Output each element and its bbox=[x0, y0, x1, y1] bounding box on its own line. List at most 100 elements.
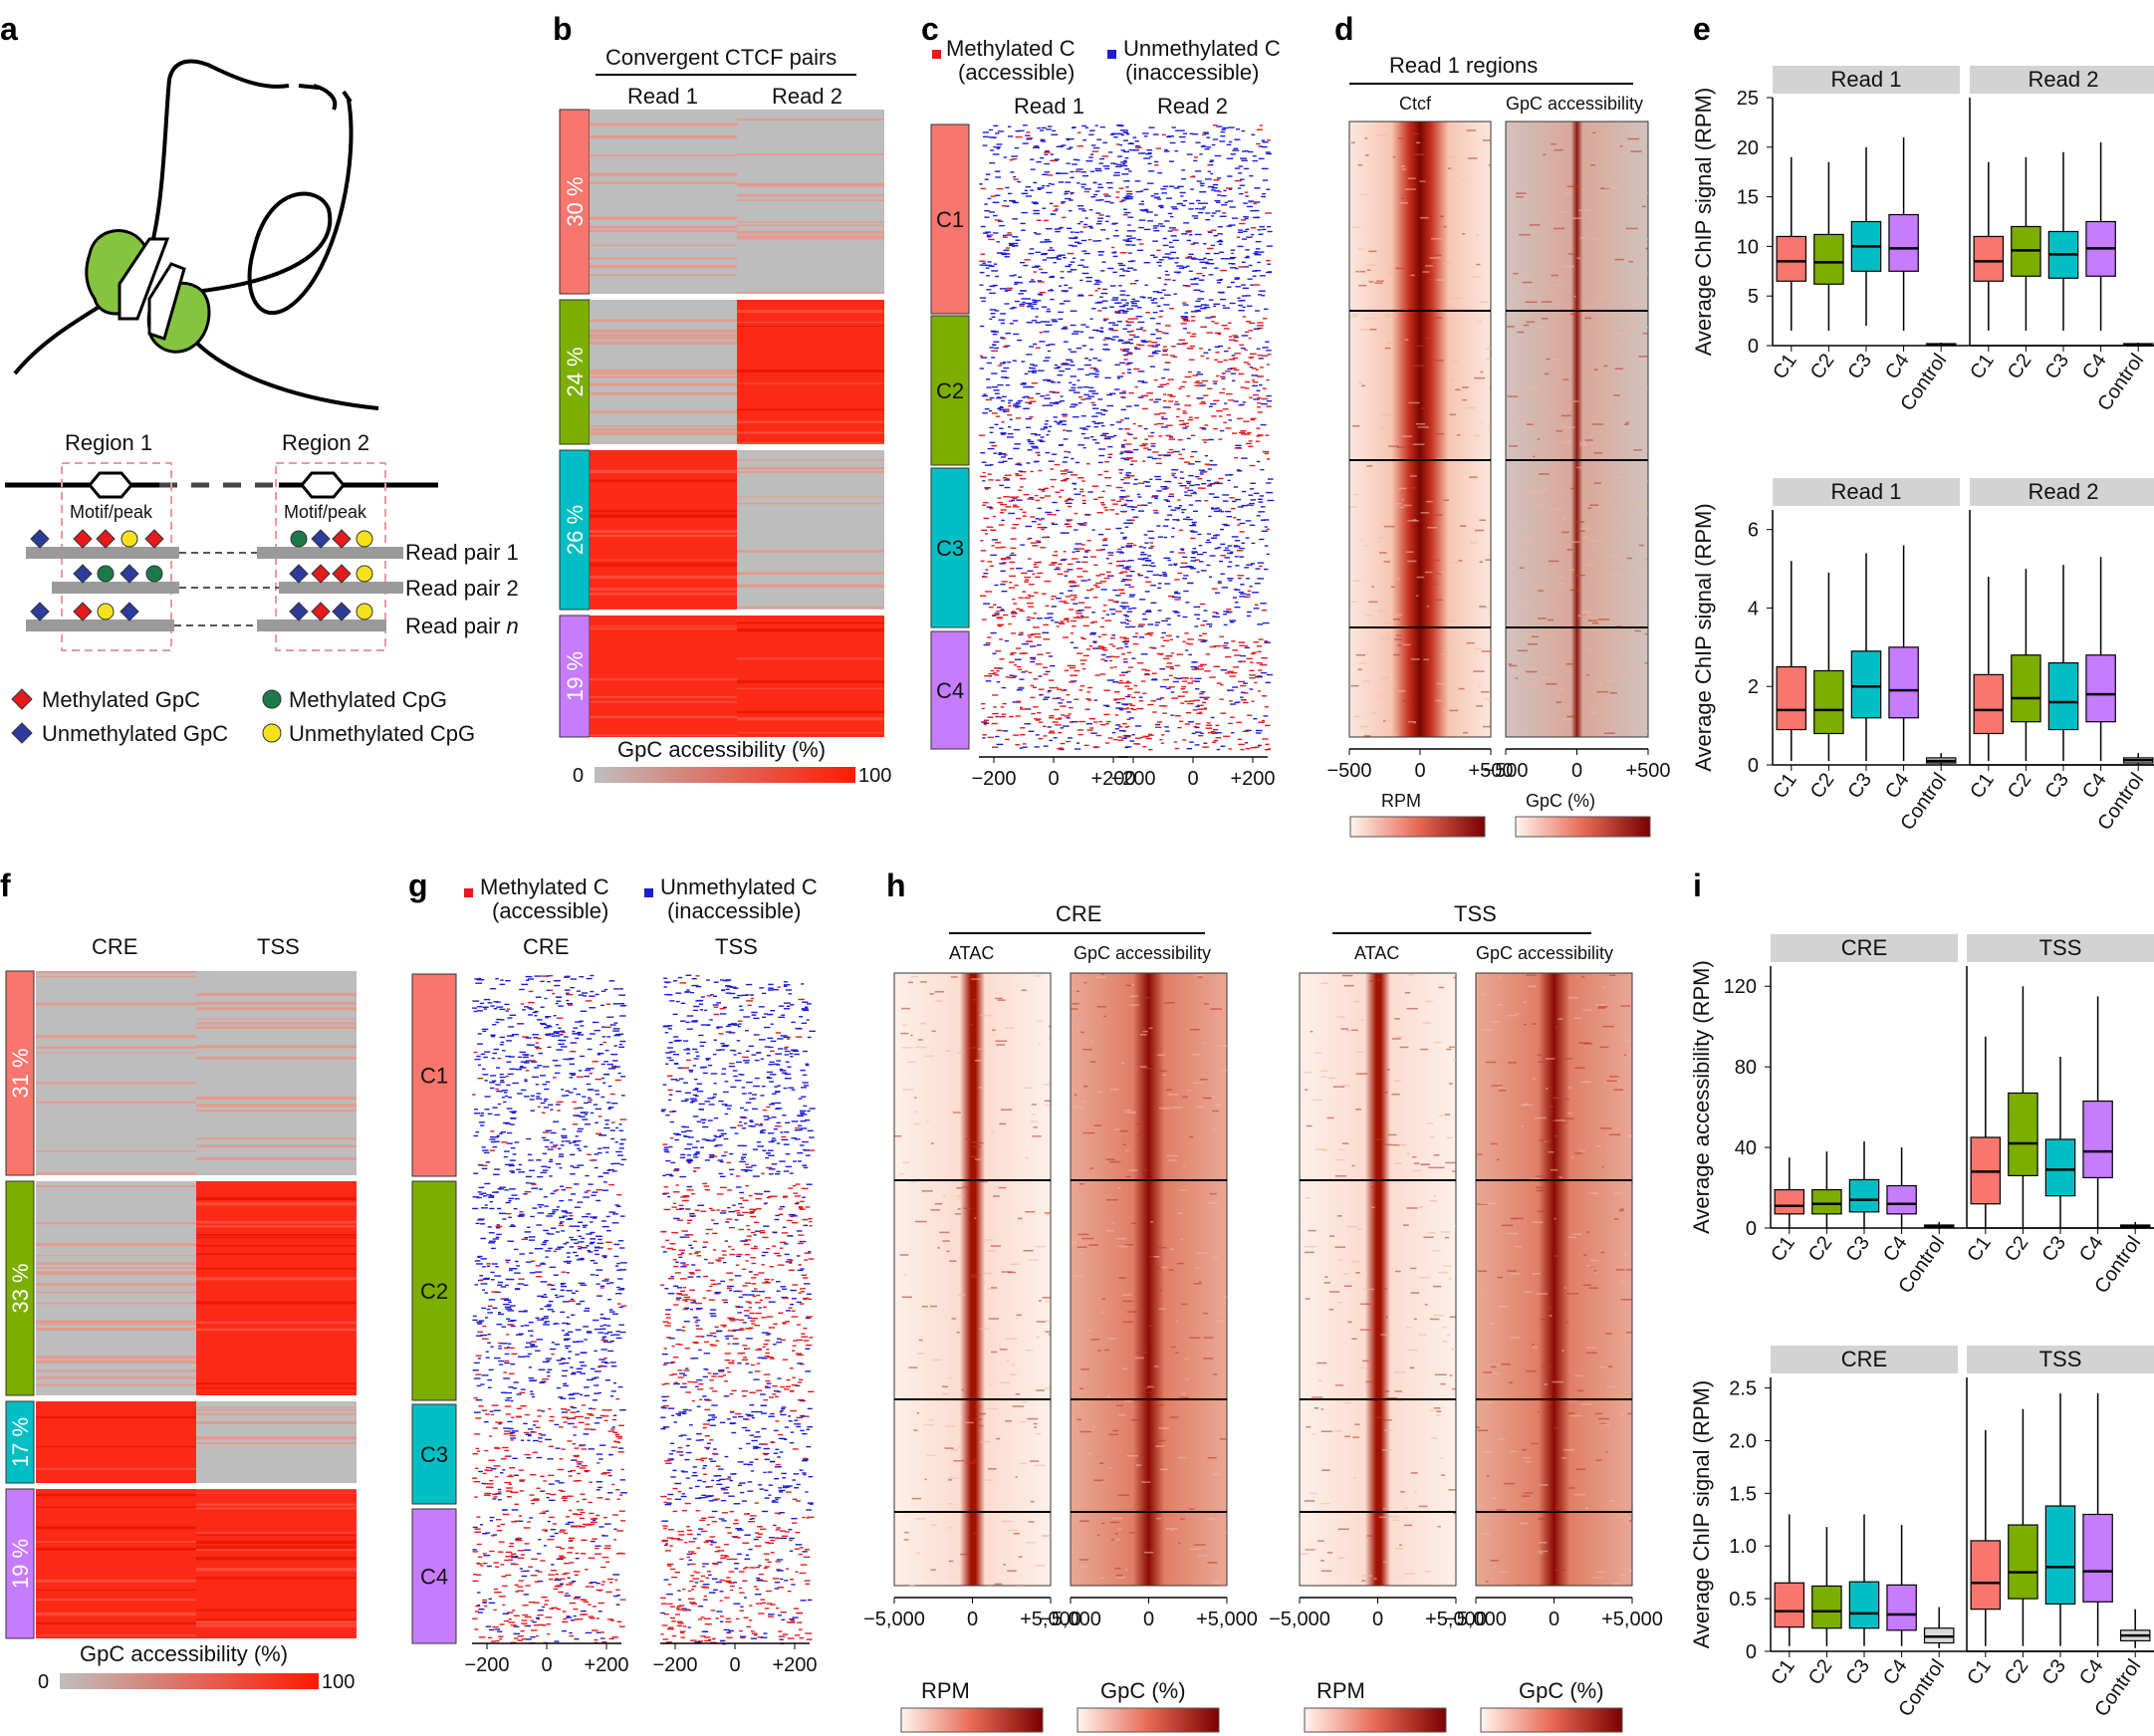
unmethylated-c-dot bbox=[783, 1170, 790, 1172]
methylated-c-dot bbox=[1178, 552, 1186, 554]
unmethylated-c-dot bbox=[1227, 479, 1231, 482]
unmethylated-c-dot bbox=[1203, 306, 1211, 309]
unmethylated-c-dot bbox=[1206, 136, 1211, 138]
unmethylated-c-dot bbox=[1019, 678, 1025, 680]
methylated-c-dot bbox=[614, 1079, 621, 1082]
panel_d-gpc-noise bbox=[1593, 482, 1601, 484]
panel_d-gpc-noise bbox=[1644, 327, 1648, 329]
unmethylated-c-dot bbox=[1157, 277, 1162, 279]
panel_d-gpc-noise bbox=[1584, 235, 1588, 237]
unmethylated-c-dot bbox=[1154, 623, 1159, 626]
unmethylated-c-dot bbox=[777, 1085, 781, 1087]
methylated-c-dot bbox=[1149, 542, 1154, 544]
unmethylated-c-dot bbox=[1155, 337, 1162, 340]
unmethylated-c-dot bbox=[1190, 560, 1196, 562]
methylated-gpc-icon bbox=[332, 564, 352, 584]
panel_d-gpc-noise bbox=[1562, 378, 1569, 380]
unmethylated-c-dot bbox=[1040, 395, 1046, 397]
unmethylated-c-dot bbox=[1109, 202, 1114, 204]
unmethylated-c-dot bbox=[584, 1123, 591, 1125]
unmethylated-c-dot bbox=[1204, 178, 1212, 180]
unmethylated-c-dot bbox=[1214, 199, 1221, 202]
unmethylated-c-dot bbox=[1162, 185, 1169, 187]
unmethylated-c-dot bbox=[714, 1145, 718, 1147]
methylated-c-dot bbox=[1002, 236, 1008, 238]
unmethylated-c-dot bbox=[565, 1140, 571, 1142]
unmethylated-c-dot bbox=[1163, 150, 1170, 152]
unmethylated-c-dot bbox=[558, 1155, 565, 1157]
unmethylated-c-dot bbox=[577, 1107, 584, 1110]
methylated-c-dot bbox=[1147, 435, 1154, 437]
methylated-c-dot bbox=[1044, 495, 1052, 497]
panel_f-heat-line bbox=[196, 1547, 357, 1549]
unmethylated-c-dot bbox=[1046, 191, 1053, 194]
unmethylated-c-dot bbox=[1192, 523, 1196, 526]
methylated-c-dot bbox=[1168, 686, 1175, 688]
unmethylated-c-dot bbox=[1079, 231, 1083, 233]
unmethylated-c-dot bbox=[1114, 728, 1119, 730]
unmethylated-c-dot bbox=[723, 979, 730, 982]
methylated-c-dot bbox=[1074, 669, 1080, 672]
unmethylated-c-dot bbox=[726, 1025, 731, 1028]
unmethylated-c-dot bbox=[1190, 557, 1196, 559]
methylated-c-dot bbox=[735, 1175, 741, 1177]
methylated-c-dot bbox=[1197, 487, 1202, 489]
unmethylated-c-dot bbox=[555, 996, 562, 998]
panel_d-gpc-noise bbox=[1630, 300, 1635, 303]
methylated-c-dot bbox=[1257, 674, 1263, 677]
panel_e.chart_data.1-ytick-label: 6 bbox=[1748, 520, 1759, 542]
methylated-c-dot bbox=[1077, 548, 1085, 550]
unmethylated-c-dot bbox=[1131, 734, 1135, 736]
methylated-c-dot bbox=[1119, 419, 1124, 421]
unmethylated-c-dot bbox=[1049, 739, 1053, 742]
panel_d-gpc-noise bbox=[1634, 569, 1645, 571]
unmethylated-c-dot bbox=[582, 1118, 589, 1120]
unmethylated-c-dot bbox=[584, 1114, 588, 1116]
unmethylated-c-dot bbox=[1035, 265, 1041, 267]
panel_d-gpc-noise bbox=[1605, 679, 1615, 681]
panel_e.chart_data.0-xtick-label: C4 bbox=[1881, 350, 1914, 383]
unmethylated-c-dot bbox=[1174, 507, 1181, 509]
unmethylated-c-dot bbox=[593, 1104, 598, 1106]
unmethylated-c-dot bbox=[1245, 228, 1250, 231]
unmethylated-c-dot bbox=[1250, 233, 1255, 236]
unmethylated-c-dot bbox=[1199, 261, 1205, 263]
methylated-c-dot bbox=[985, 591, 993, 593]
panel_d-gpc-noise bbox=[1603, 499, 1610, 501]
unmethylated-c-dot bbox=[1152, 227, 1158, 229]
panel_d-gpc-noise bbox=[1554, 227, 1565, 230]
unmethylated-c-dot bbox=[1194, 170, 1202, 172]
unmethylated-c-dot bbox=[1111, 299, 1119, 301]
methylated-c-dot bbox=[1176, 408, 1181, 410]
methylated-c-dot bbox=[1023, 493, 1030, 496]
methylated-cpg-legend: Methylated CpG bbox=[289, 687, 447, 712]
unmethylated-c-dot bbox=[1254, 209, 1260, 212]
panel_b-heat-line bbox=[737, 687, 884, 689]
panel_d-gpc-noise bbox=[1592, 546, 1596, 549]
panel_d-ctcf-noise bbox=[1484, 698, 1491, 700]
panel_f-heat-line bbox=[196, 1001, 357, 1005]
panel_d-gpc-noise bbox=[1524, 539, 1535, 541]
unmethylated-c-dot bbox=[1118, 496, 1125, 498]
methylated-c-dot bbox=[1002, 346, 1008, 348]
unmethylated-c-dot bbox=[1092, 181, 1097, 184]
panel_f-heat-line bbox=[196, 1540, 357, 1545]
unmethylated-c-dot bbox=[1120, 161, 1128, 163]
panel_b-cluster-C2-bar bbox=[559, 299, 591, 445]
unmethylated-c-dot bbox=[1237, 231, 1244, 233]
unmethylated-c-dot bbox=[987, 447, 995, 450]
panel_d-ctcf-noise bbox=[1401, 643, 1411, 646]
methylated-c-dot bbox=[1008, 622, 1012, 625]
unmethylated-c-dot bbox=[1004, 303, 1010, 305]
methylated-c-dot bbox=[609, 1093, 615, 1096]
panel_d-ctcf-noise bbox=[1429, 311, 1436, 313]
unmethylated-c-dot bbox=[691, 977, 697, 980]
unmethylated-c-dot bbox=[763, 1026, 771, 1029]
panel_d-gpc-noise bbox=[1596, 690, 1608, 693]
methylated-c-dot bbox=[1165, 434, 1172, 437]
unmethylated-c-dot bbox=[1172, 279, 1176, 282]
unmethylated-c-dot bbox=[1185, 257, 1190, 259]
panel_b-heat-line bbox=[737, 467, 884, 470]
unmethylated-c-dot bbox=[663, 1148, 669, 1150]
unmethylated-c-dot bbox=[1195, 731, 1202, 733]
